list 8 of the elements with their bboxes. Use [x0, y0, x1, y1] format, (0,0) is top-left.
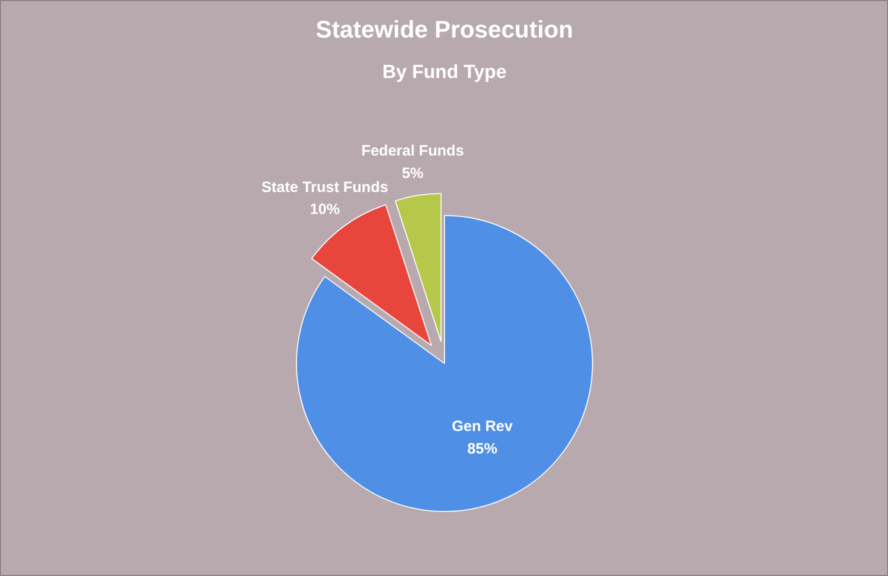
data-label: 85%: [467, 440, 498, 458]
data-label: 5%: [402, 164, 424, 182]
slice-label: Federal Funds: [361, 142, 464, 160]
data-label: 10%: [310, 201, 340, 218]
slice-label: Gen Rev: [452, 418, 514, 436]
chart-subtitle: By Fund Type: [382, 62, 507, 84]
chart-title: Statewide Prosecution: [316, 16, 574, 44]
slice-label: State Trust Funds: [262, 179, 388, 196]
